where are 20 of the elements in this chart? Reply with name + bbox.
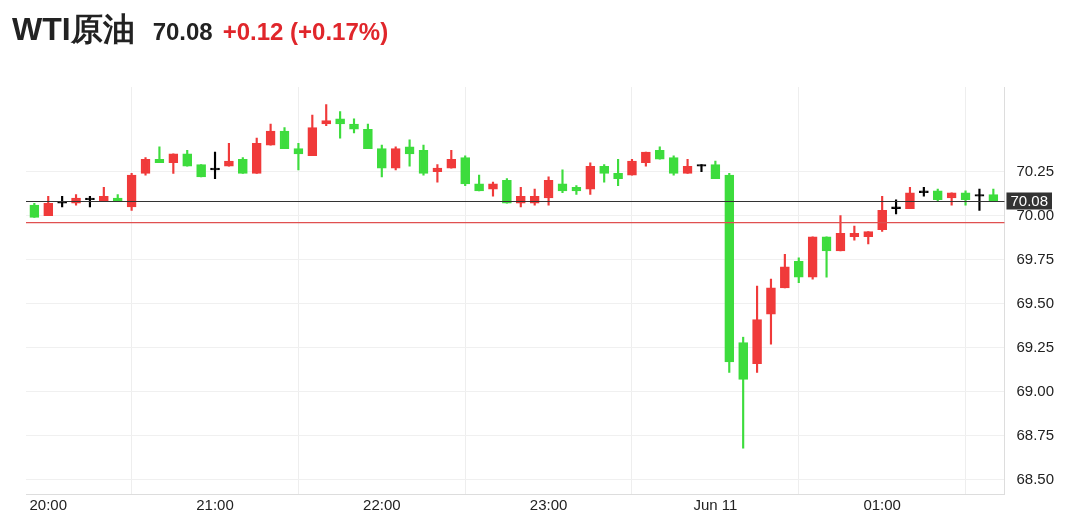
candlestick xyxy=(154,146,165,164)
candlestick xyxy=(821,236,832,278)
x-tick-label: 01:00 xyxy=(863,496,901,514)
y-tick-label: 69.75 xyxy=(1016,249,1055,267)
y-tick-label: 69.50 xyxy=(1016,293,1055,311)
candlestick xyxy=(557,169,568,194)
y-tick-label: 68.75 xyxy=(1016,426,1055,443)
y-tick-label: 69.25 xyxy=(1016,337,1055,355)
x-tick-label: 23:00 xyxy=(529,496,568,514)
x-tick-label: 20:00 xyxy=(29,496,68,514)
y-tick-label: 68.50 xyxy=(1016,470,1055,488)
chart-subtitle: 70.08 xyxy=(152,18,213,46)
y-tick-label: 69.00 xyxy=(1016,381,1055,399)
x-tick-label: 22:00 xyxy=(363,496,401,514)
text: +0.12 (+0.17%) xyxy=(222,18,389,46)
candlestick xyxy=(974,188,985,211)
chart-title: WTI原油 xyxy=(12,10,135,49)
x-tick-label: 21:00 xyxy=(196,496,234,514)
x-tick-label: Jun 11 xyxy=(693,496,738,514)
y-tick-label: 70.25 xyxy=(1016,161,1055,179)
